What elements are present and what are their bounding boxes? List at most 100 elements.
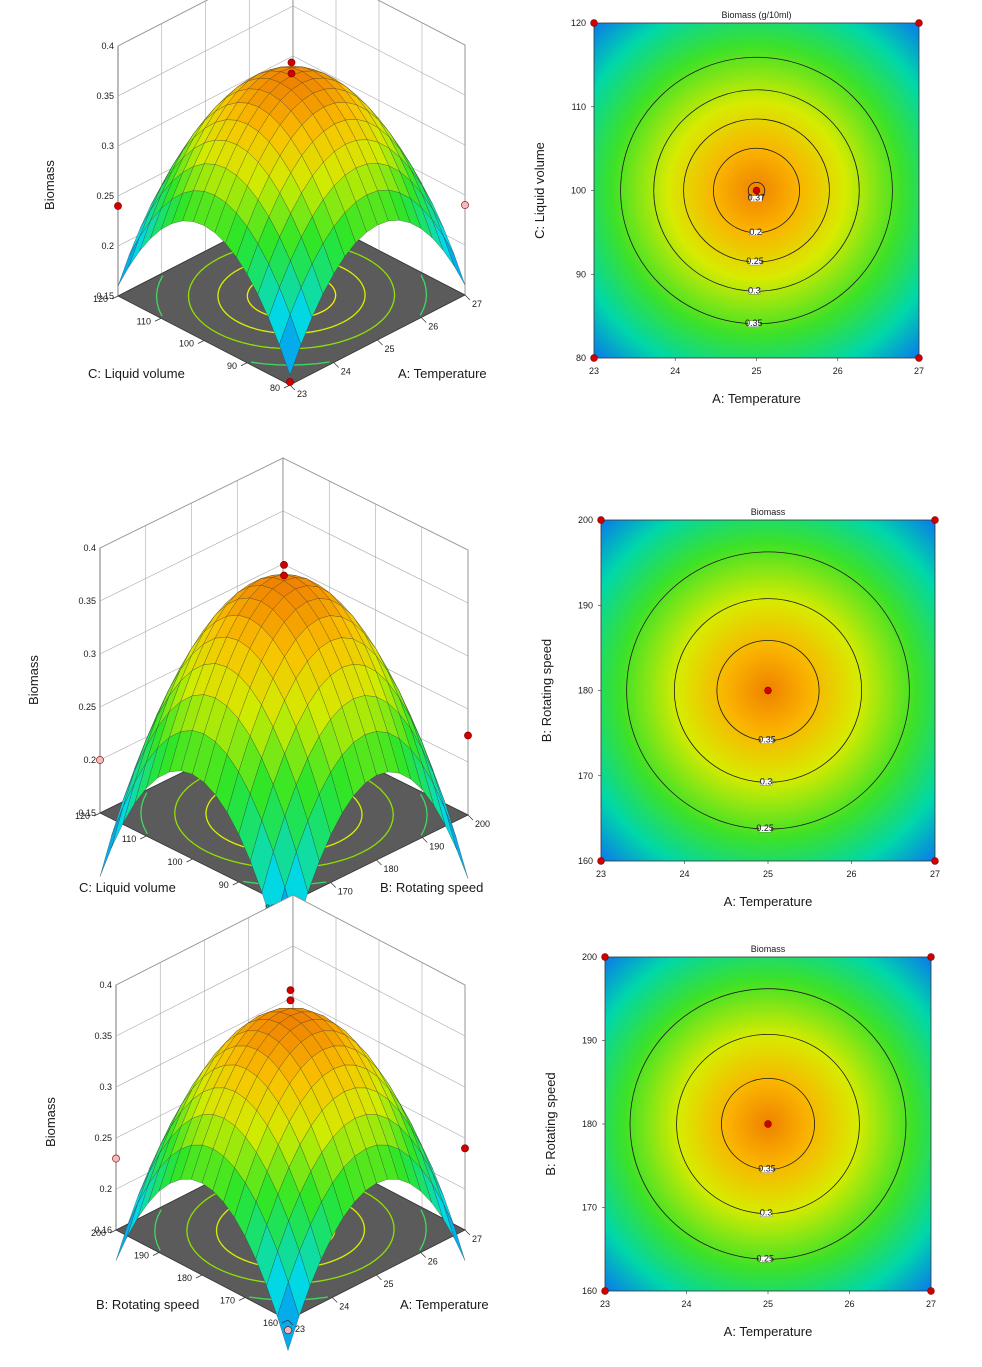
x-tick-label: 26 (844, 1299, 854, 1309)
x-tick-mark (376, 859, 382, 866)
y-axis-label: C: Liquid volume (79, 880, 176, 895)
design-point (287, 69, 296, 78)
design-point (597, 516, 605, 524)
design-point (464, 731, 472, 740)
design-point (597, 857, 605, 865)
y-tick-label: 160 (263, 1318, 278, 1328)
contour-level-text: 0.25 (756, 823, 774, 833)
design-point (96, 756, 104, 764)
y-tick-mark (197, 340, 205, 344)
y-tick-label: 190 (134, 1251, 149, 1261)
x-tick-label: 26 (428, 1257, 438, 1267)
x-tick-mark (332, 1297, 338, 1303)
y-tick-label: 200 (91, 1228, 106, 1238)
y-tick-mark (93, 812, 101, 817)
contour-level-box (749, 229, 762, 236)
y-tick-label: 110 (122, 834, 136, 844)
x-tick-label: 24 (339, 1302, 349, 1312)
design-point (286, 986, 295, 995)
x-tick-label: 25 (385, 344, 395, 354)
y-axis-label: B: Rotating speed (543, 1072, 558, 1175)
right-wall-z-gridline (292, 894, 466, 986)
contour-level-text: 0.35 (758, 1164, 776, 1174)
y-tick-label: 170 (220, 1296, 235, 1306)
z-tick-label: 0.4 (99, 980, 112, 990)
contour-level-box (747, 320, 760, 327)
contour-level-box (750, 195, 763, 202)
z-tick-label: 0.15 (96, 291, 114, 301)
y-tick-mark (154, 317, 162, 322)
y-tick-label: 100 (167, 857, 182, 867)
x-axis-label: A: Temperature (712, 391, 801, 406)
right-wall-z-gridline (282, 563, 469, 657)
z-axis-label: Biomass (26, 655, 41, 705)
right-wall-z-gridline (292, 5, 466, 96)
cont3-contour-chart: 0.25 0.3 0.35 23 24 25 26 27 160 170 180 190 200 Biom… (543, 944, 936, 1339)
x-tick-label: 170 (338, 887, 353, 897)
surf1-surface-chart: 0.15 0.2 0.25 0.3 0.35 0.4 23 24 25 26 27 80 90 100 11… (42, 0, 487, 399)
y-tick-mark (111, 295, 119, 300)
contour-level-text: 0.35 (758, 735, 776, 745)
y-tick-mark (283, 384, 291, 389)
y-tick-label: 200 (582, 952, 597, 962)
contour-level-label: 0.37 (748, 193, 766, 203)
x-tick-label: 25 (763, 869, 773, 879)
contour-lines: 0.2 0.25 0.3 0.35 0.37 (620, 56, 893, 328)
left-wall-z-gridline (99, 510, 284, 602)
y-tick-mark (109, 1229, 117, 1234)
x-tick-label: 23 (589, 366, 599, 376)
x-tick-label: 27 (930, 869, 940, 879)
contour-level-box (759, 825, 772, 833)
y-tick-mark (186, 858, 193, 863)
chart-title: Biomass (g/10ml) (721, 10, 791, 20)
x-tick-label: 24 (681, 1299, 691, 1309)
z-tick-label: 0.4 (101, 41, 114, 51)
design-point (931, 516, 939, 524)
x-tick-label: 25 (384, 1279, 394, 1289)
x-tick-mark (464, 1229, 471, 1236)
design-point (114, 202, 122, 210)
design-point (927, 1287, 935, 1295)
contour-level-box (759, 779, 773, 786)
z-tick-label: 0.25 (94, 1133, 112, 1143)
cont1-contour-chart: 0.2 0.25 0.3 0.35 0.37 23 24 25 26 27 80 90 100 110 12… (532, 10, 924, 406)
design-point (601, 1287, 609, 1295)
design-point (927, 953, 935, 961)
x-tick-label: 180 (384, 864, 399, 874)
y-axis-label: B: Rotating speed (539, 639, 554, 742)
design-point (590, 354, 598, 362)
y-tick-label: 110 (572, 102, 586, 112)
x-tick-mark (330, 882, 336, 888)
x-tick-label: 27 (914, 366, 924, 376)
right-wall-z-gridline (292, 945, 466, 1037)
z-tick-label: 0.3 (83, 649, 96, 659)
x-tick-label: 23 (600, 1299, 610, 1309)
z-tick-label: 0.25 (96, 191, 114, 201)
contour-level-label: 0.3 (748, 285, 761, 295)
design-point (287, 58, 296, 67)
y-tick-label: 110 (137, 316, 151, 326)
y-tick-label: 90 (219, 880, 229, 890)
x-axis-label: A: Temperature (400, 1297, 489, 1312)
left-wall-z-gridline (117, 55, 294, 147)
z-tick-label: 0.15 (78, 808, 96, 818)
x-axis-label: A: Temperature (724, 894, 813, 909)
y-tick-label: 120 (93, 294, 108, 304)
design-point (931, 857, 939, 865)
z-axis-label: Biomass (42, 160, 57, 210)
design-point (915, 19, 923, 27)
x-axis-label: A: Temperature (724, 1324, 813, 1339)
x-axis-label: A: Temperature (398, 366, 487, 381)
contour-level-box (760, 737, 774, 744)
x-tick-label: 23 (297, 389, 307, 399)
surf3-surface-chart: 0.16 0.2 0.25 0.3 0.35 0.4 23 24 25 26 27 160 170 180… (43, 894, 489, 1352)
y-axis-label: C: Liquid volume (532, 142, 547, 239)
left-wall-z-gridline (115, 996, 294, 1088)
y-tick-mark (240, 362, 248, 367)
contour-level-box (748, 288, 761, 295)
contour-level-label: 0.3 (760, 776, 773, 786)
contour-level-text: 0.3 (760, 776, 773, 786)
y-tick-label: 200 (578, 515, 593, 525)
contour-level-text: 0.2 (749, 227, 762, 237)
